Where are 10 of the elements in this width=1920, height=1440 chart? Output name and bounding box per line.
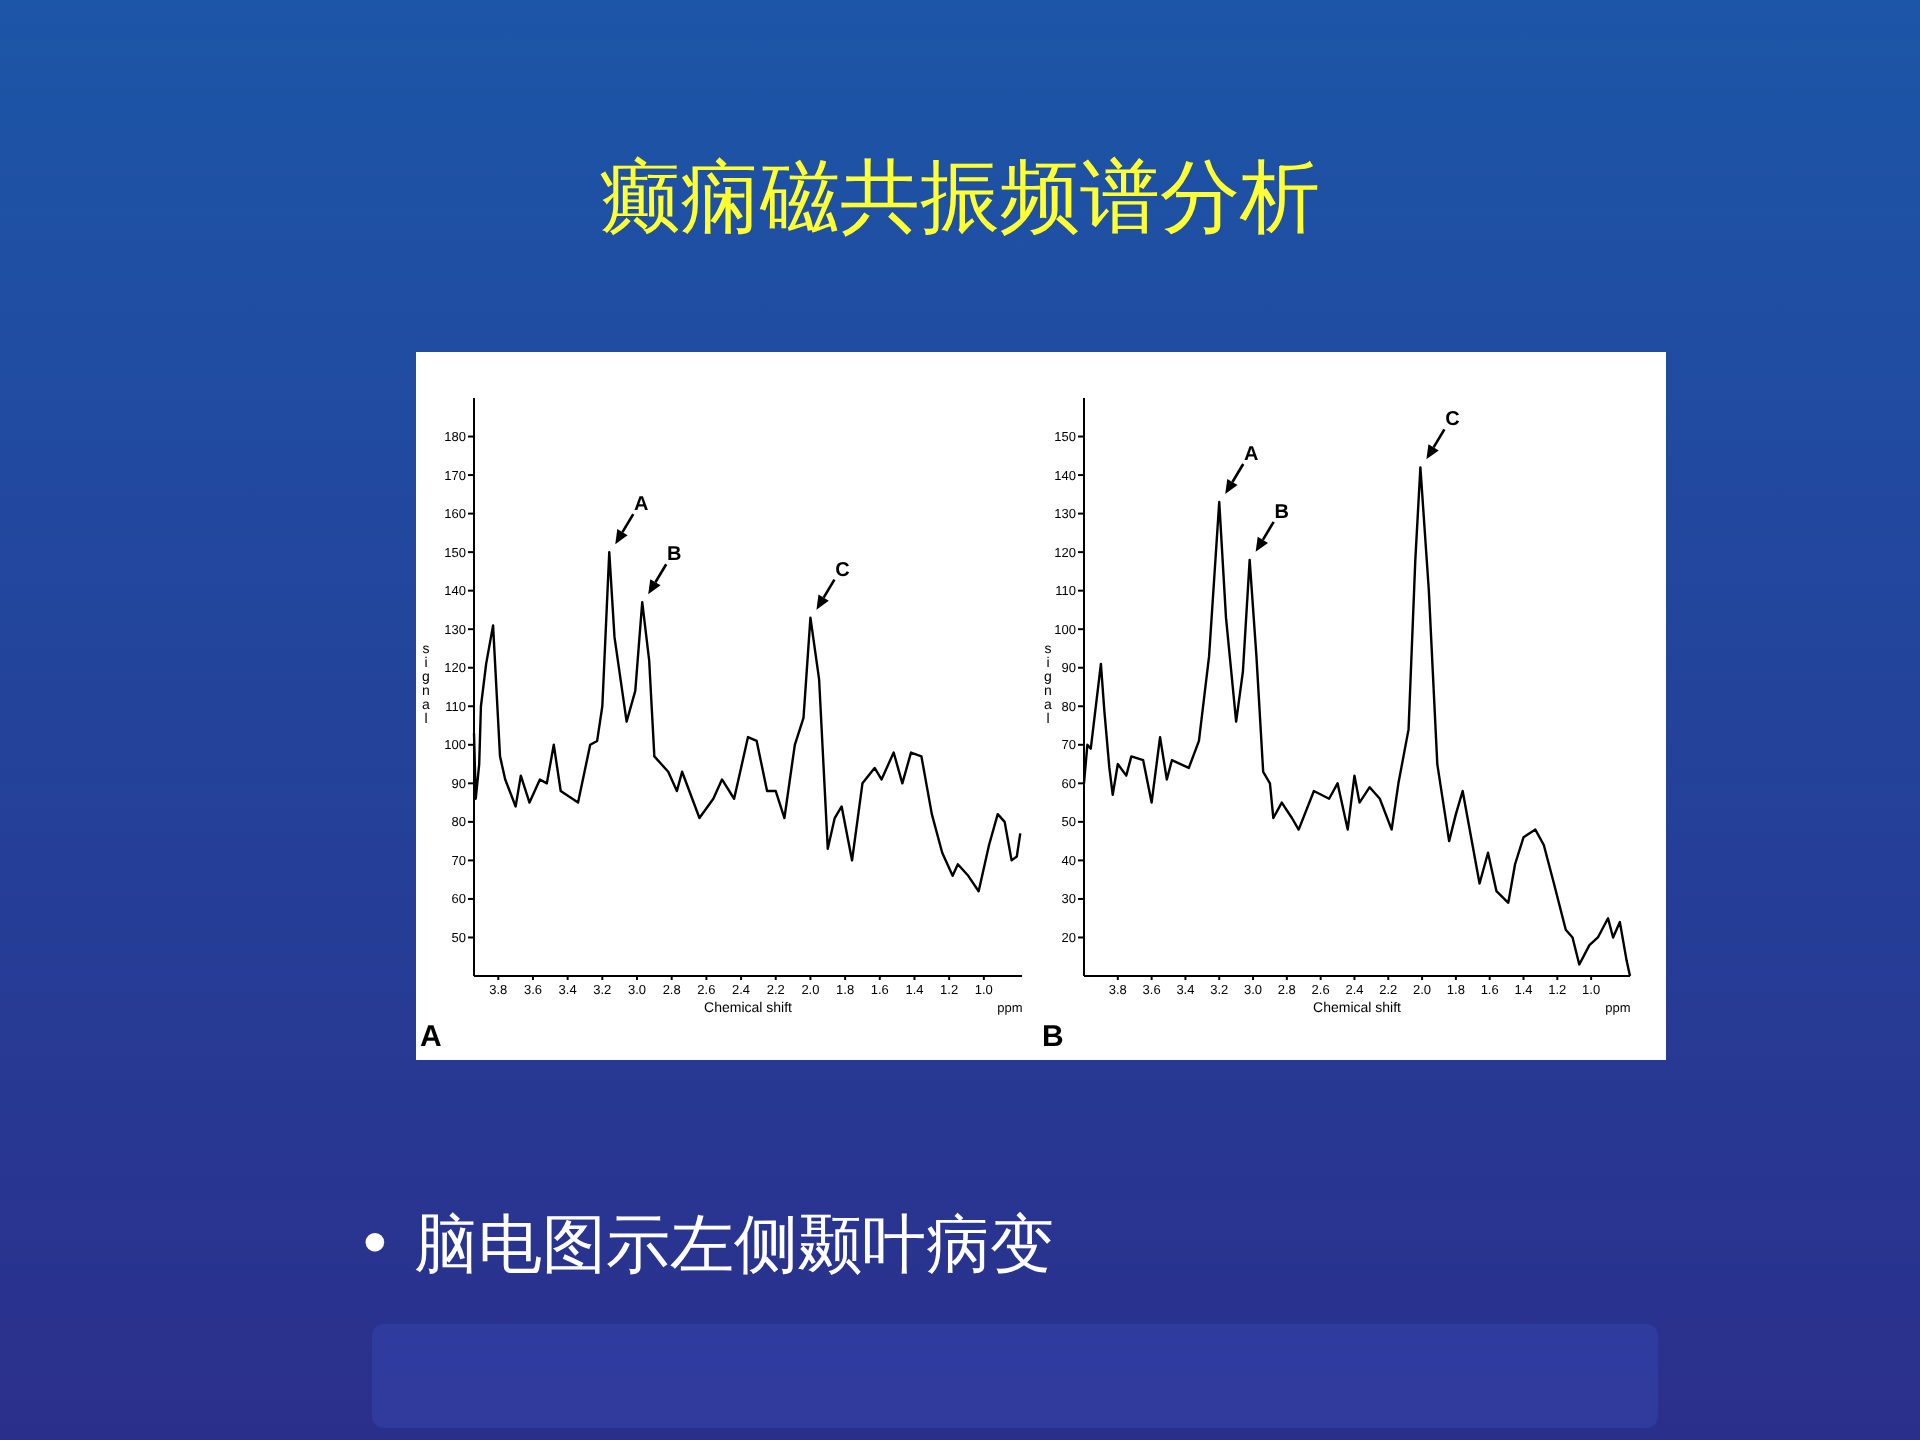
annotation: C: [835, 559, 850, 582]
annotation: B: [666, 544, 682, 567]
text: A: [420, 1020, 442, 1054]
text: B: [1042, 1020, 1064, 1054]
text: 癫痫磁共振频谱分析: [600, 152, 1320, 244]
text: • 脑电图示左侧颞叶病变: [356, 1206, 1055, 1282]
annotation: A: [1244, 444, 1259, 467]
annotation: A: [634, 494, 649, 517]
annotation: B: [1274, 501, 1289, 524]
annotation: C: [1445, 409, 1460, 432]
